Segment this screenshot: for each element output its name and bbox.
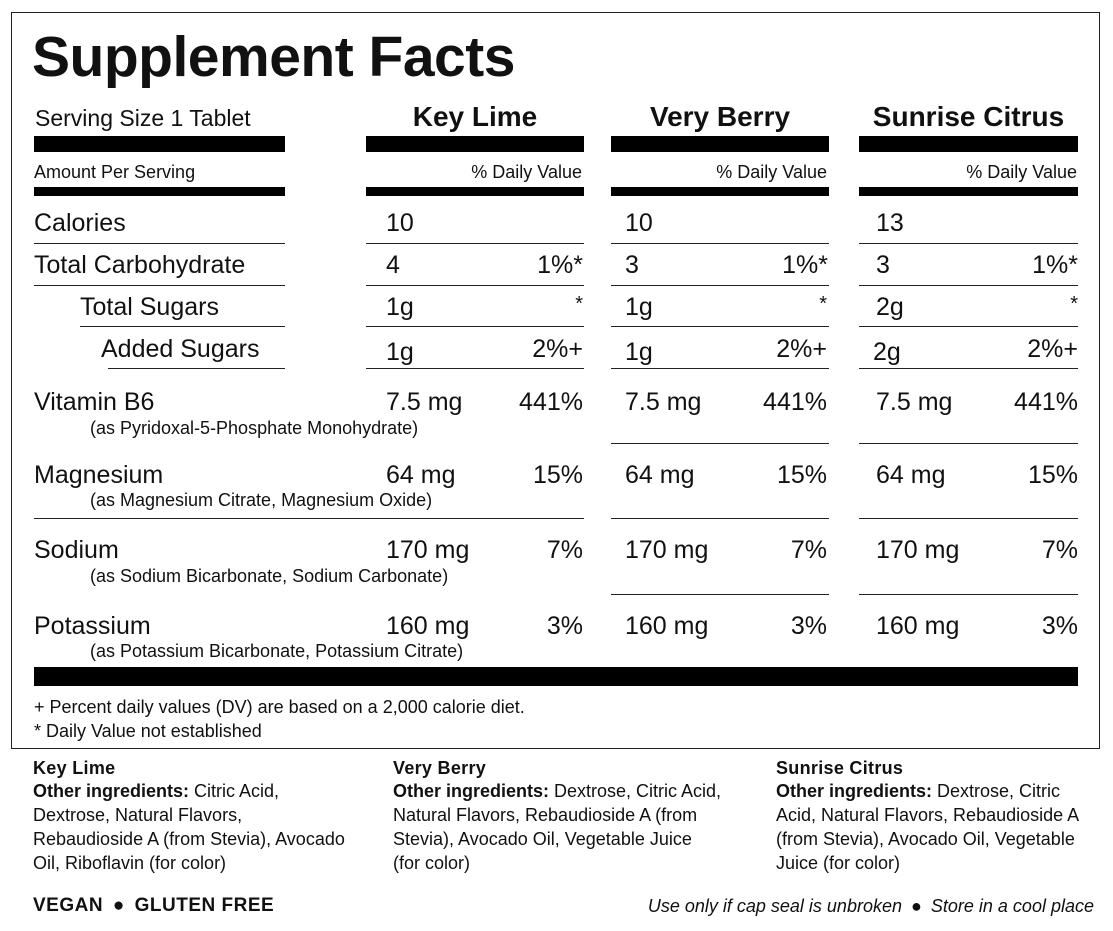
nutrient-dv: 15% [776,461,827,489]
nutrient-dv: 3% [1041,612,1078,640]
gluten-free-badge: GLUTEN FREE [134,895,275,916]
flavor-header-very-berry: Very Berry [649,101,791,132]
ingredients-flavor: Sunrise Citrus [776,758,904,778]
nutrient-dv: 441% [763,388,827,416]
sub-header-bar [366,187,584,196]
sub-header-bar [611,187,829,196]
nutrient-source: (as Pyridoxal-5-Phosphate Monohydrate) [90,418,419,438]
nutrient-amount: 170 mg [876,536,960,564]
sub-header-bar [34,187,285,196]
nutrient-amount: 64 mg [876,461,946,489]
nutrient-amount: 3 [625,251,639,279]
nutrient-dv: 15% [1027,461,1078,489]
ingredients-label: Other ingredients: [33,781,190,801]
nutrient-amount: 13 [876,209,904,237]
header-bar [859,136,1078,152]
ingredients-label: Other ingredients: [393,781,550,801]
ingredients-sunrise-citrus: Sunrise Citrus Other ingredients: Dextro… [776,757,1104,875]
ingredients-flavor: Very Berry [393,758,487,778]
nutrient-dv: 3% [790,612,827,640]
nutrient-dv: 2%+ [1027,335,1078,363]
nutrient-amount: 2g [873,338,901,366]
nutrient-amount: 10 [386,209,414,237]
vegan-badge: VEGAN [33,895,104,916]
nutrient-dv: * [575,293,583,315]
nutrient-amount: 10 [625,209,653,237]
nutrient-dv: * [1070,293,1078,315]
nutrient-dv: 1%* [537,251,583,279]
nutrient-amount: 160 mg [625,612,709,640]
cool-place-note: Store in a cool place [930,896,1094,916]
amount-per-serving: Amount Per Serving [34,162,196,182]
bullet-icon: ● [911,896,922,916]
nutrient-source: (as Potassium Bicarbonate, Potassium Cit… [90,641,464,661]
nutrient-dv: * [819,293,827,315]
nutrient-name: Added Sugars [101,335,260,363]
nutrient-amount: 170 mg [625,536,709,564]
bullet-icon: ● [112,895,125,916]
nutrient-name: Magnesium [34,461,164,489]
nutrient-amount: 170 mg [386,536,470,564]
nutrient-amount: 160 mg [386,612,470,640]
nutrient-amount: 7.5 mg [625,388,702,416]
nutrient-amount: 1g [625,338,653,366]
nutrient-amount: 64 mg [625,461,695,489]
ingredients-text: Citric Acid, Dextrose, Natural Flavors, … [33,781,345,873]
nutrient-amount: 1g [625,293,653,321]
sub-header-bar [859,187,1078,196]
flavor-header-key-lime: Key Lime [412,101,538,132]
nutrient-name: Calories [34,209,126,237]
supplement-facts-panel [11,12,1100,749]
daily-value-header: % Daily Value [966,162,1077,182]
nutrient-amount: 64 mg [386,461,456,489]
nutrient-source: (as Sodium Bicarbonate, Sodium Carbonate… [90,566,449,586]
nutrient-dv: 7% [546,536,583,564]
nutrient-dv: 441% [519,388,583,416]
nutrient-dv: 1%* [782,251,828,279]
daily-value-header: % Daily Value [716,162,827,182]
nutrient-dv: 15% [532,461,583,489]
ingredients-text: Dextrose, Citric Acid, Natural Flavors, … [776,781,1079,873]
header-bar [366,136,584,152]
header-bar [34,136,285,152]
nutrient-source: (as Magnesium Citrate, Magnesium Oxide) [90,490,433,510]
nutrient-amount: 160 mg [876,612,960,640]
nutrient-dv: 7% [1041,536,1078,564]
footnote-dv: + Percent daily values (DV) are based on… [34,697,525,717]
ingredients-flavor: Key Lime [33,758,116,778]
nutrient-dv: 2%+ [776,335,827,363]
nutrient-name: Potassium [34,612,151,640]
panel-title: Supplement Facts [32,25,515,89]
nutrient-name: Total Sugars [80,293,219,321]
nutrient-amount: 1g [386,293,414,321]
ingredients-key-lime: Key Lime Other ingredients: Citric Acid,… [33,757,353,875]
nutrient-dv: 2%+ [532,335,583,363]
footer-bar [34,667,1078,686]
storage-notes: Use only if cap seal is unbroken ● Store… [648,896,1094,917]
nutrient-dv: 7% [790,536,827,564]
diet-badges: VEGAN ● GLUTEN FREE [33,895,274,917]
nutrient-dv: 3% [546,612,583,640]
daily-value-header: % Daily Value [471,162,582,182]
nutrient-amount: 7.5 mg [386,388,463,416]
nutrient-amount: 7.5 mg [876,388,953,416]
nutrient-dv: 441% [1014,388,1078,416]
header-bar [611,136,829,152]
nutrient-amount: 2g [876,293,904,321]
nutrient-amount: 3 [876,251,890,279]
serving-size: Serving Size 1 Tablet [35,105,251,131]
ingredients-label: Other ingredients: [776,781,933,801]
nutrient-amount: 4 [386,251,400,279]
nutrient-amount: 1g [386,338,414,366]
footnote-not-established: * Daily Value not established [34,721,262,741]
ingredients-text: Dextrose, Citric Acid, Natural Flavors, … [393,781,722,873]
nutrient-name: Total Carbohydrate [34,251,246,279]
cap-seal-note: Use only if cap seal is unbroken [647,896,902,916]
nutrient-name: Sodium [34,536,119,564]
nutrient-dv: 1%* [1032,251,1078,279]
nutrient-name: Vitamin B6 [34,388,155,416]
ingredients-very-berry: Very Berry Other ingredients: Dextrose, … [393,757,723,875]
flavor-header-sunrise-citrus: Sunrise Citrus [872,101,1065,132]
